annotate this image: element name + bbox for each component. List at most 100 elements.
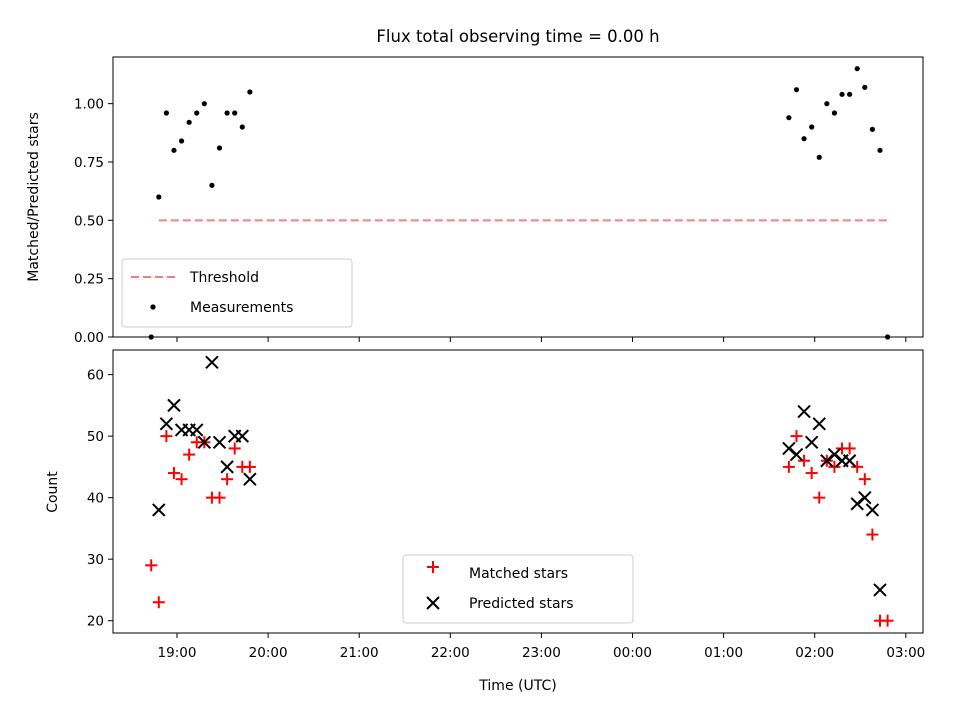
predicted-star-point <box>190 423 204 437</box>
matched-star-point <box>858 473 871 486</box>
matched-star-point <box>805 467 818 480</box>
legend-measurements-label: Measurements <box>190 300 293 316</box>
top-y-axis-label: Matched/Predicted stars <box>26 112 42 282</box>
measurement-point <box>816 154 822 160</box>
x-tick-label: 22:00 <box>431 645 470 661</box>
top-x-ticks <box>176 337 907 342</box>
y-tick-label: 60 <box>87 368 104 384</box>
bottom-panel: Count Time (UTC) 20 30 40 50 60 19:00 20:00 21… <box>45 349 925 694</box>
top-legend: Threshold Measurements <box>121 258 353 328</box>
matched-star-point <box>221 473 234 486</box>
matched-star-point <box>843 442 856 455</box>
matched-star-point <box>175 473 188 486</box>
measurement-point <box>178 138 185 144</box>
predicted-star-point <box>243 472 257 486</box>
measurement-point <box>209 182 215 188</box>
y-tick-label: 0.25 <box>74 272 104 288</box>
x-tick-label: 19:00 <box>158 645 197 661</box>
measurement-point <box>854 66 860 72</box>
top-y-ticks: 0.00 0.25 0.50 0.75 1.00 <box>74 97 113 346</box>
measurement-point <box>224 110 230 116</box>
bottom-legend: Matched stars Predicted stars <box>402 554 634 624</box>
top-plot-series <box>148 66 891 340</box>
measurement-point <box>877 147 883 153</box>
matched-star-point <box>183 448 196 461</box>
y-tick-label: 0.75 <box>74 155 104 171</box>
measurement-point <box>809 124 815 130</box>
measurement-point <box>148 334 154 340</box>
x-tick-label: 20:00 <box>249 645 288 661</box>
matched-star-point <box>152 596 165 609</box>
predicted-star-point <box>820 454 834 468</box>
legend-measurements-swatch <box>150 304 156 310</box>
measurement-point <box>201 101 207 107</box>
x-tick-label: 02:00 <box>795 645 834 661</box>
legend-threshold-label: Threshold <box>189 270 259 286</box>
matched-star-point <box>881 614 894 627</box>
chart-title: Flux total observing time = 0.00 h <box>376 27 659 46</box>
predicted-star-point <box>152 503 166 517</box>
predicted-star-point <box>789 447 804 462</box>
bottom-plot-series <box>145 355 894 627</box>
predicted-star-point <box>850 497 864 511</box>
matched-star-point <box>782 460 795 473</box>
y-tick-label: 1.00 <box>74 97 104 113</box>
predicted-star-point <box>159 417 174 431</box>
measurement-point <box>884 334 891 340</box>
x-tick-label: 21:00 <box>340 645 379 661</box>
measurement-point <box>156 194 162 200</box>
matched-star-point <box>798 454 811 467</box>
predicted-star-point <box>873 583 887 597</box>
top-panel: Matched/Predicted stars 0.00 0.25 0.50 0.75… <box>26 56 924 346</box>
x-tick-label: 01:00 <box>704 645 743 661</box>
measurement-point <box>862 84 868 90</box>
legend-predicted-swatch <box>426 596 440 610</box>
predicted-star-point <box>804 435 819 449</box>
legend-predicted-label: Predicted stars <box>469 596 574 612</box>
predicted-star-point <box>842 454 857 468</box>
measurement-point <box>786 115 792 121</box>
measurement-point <box>194 110 200 116</box>
matched-star-point <box>160 430 173 443</box>
predicted-star-point <box>205 355 219 370</box>
top-legend-box <box>121 258 353 328</box>
predicted-star-point <box>812 417 826 431</box>
matched-star-point <box>790 430 803 443</box>
predicted-star-point <box>197 435 212 449</box>
x-tick-label: 03:00 <box>886 645 925 661</box>
y-tick-label: 30 <box>87 552 104 568</box>
measurement-point <box>801 136 807 142</box>
bottom-x-ticks: 19:00 20:00 21:00 22:00 23:00 00:00 01:00 02:00… <box>158 633 925 661</box>
matched-star-point <box>828 460 841 473</box>
matched-star-point <box>228 442 241 455</box>
y-tick-label: 50 <box>87 429 104 445</box>
measurement-point <box>824 101 830 107</box>
measurement-point <box>847 91 853 97</box>
x-axis-label: Time (UTC) <box>478 678 556 694</box>
matched-star-point <box>243 460 256 473</box>
predicted-star-point <box>858 490 872 505</box>
top-panel-frame <box>112 56 924 338</box>
measurement-point <box>831 110 838 116</box>
measurement-point <box>232 110 238 116</box>
predicted-star-point <box>827 447 842 462</box>
predicted-star-point <box>167 398 181 413</box>
bottom-legend-box <box>402 554 634 624</box>
predicted-star-point <box>797 404 811 419</box>
measurement-point <box>216 145 223 151</box>
predicted-star-point <box>865 503 880 517</box>
measurement-point <box>247 89 253 95</box>
matched-star-point <box>813 491 826 504</box>
matched-star-point <box>145 559 158 572</box>
measurement-point <box>239 124 245 130</box>
matched-star-point <box>851 460 864 473</box>
legend-matched-label: Matched stars <box>469 566 568 582</box>
y-tick-label: 0.00 <box>74 330 104 346</box>
bottom-y-ticks: 20 30 40 50 60 <box>87 368 113 630</box>
matched-star-point <box>866 528 879 541</box>
bottom-y-axis-label: Count <box>45 471 61 513</box>
predicted-star-point <box>220 460 234 474</box>
measurement-point <box>163 110 169 116</box>
measurement-point <box>171 147 177 153</box>
